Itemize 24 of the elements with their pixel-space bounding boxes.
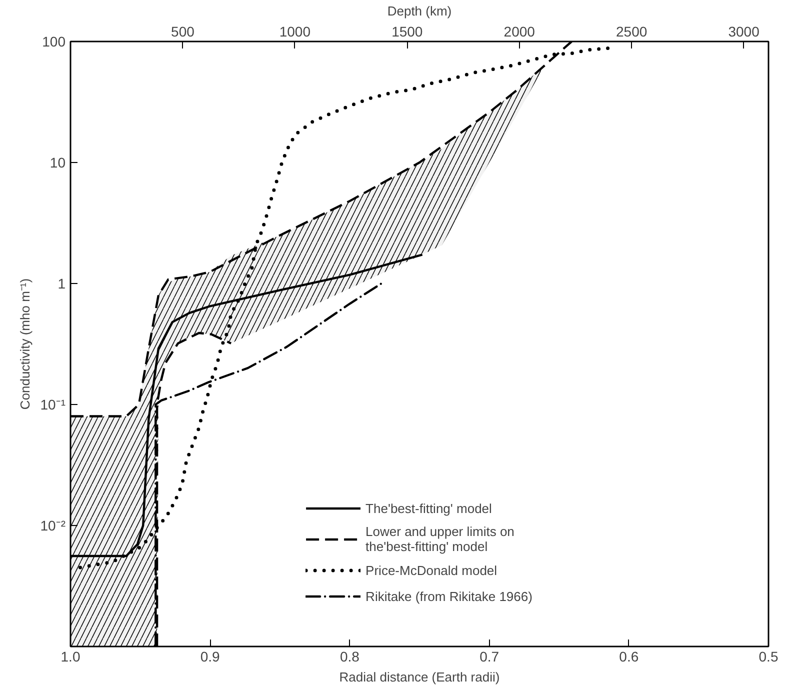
x2-tick-label: 2000	[504, 24, 536, 40]
x-tick-label: 0.7	[480, 648, 500, 664]
legend-label: Lower and upper limits on the'best-fitting' model	[366, 524, 514, 554]
x-tick-label: 1.0	[60, 648, 80, 664]
y-tick-label: 100	[42, 34, 66, 50]
x-axis-title: Radial distance (Earth radii)	[339, 670, 500, 684]
x-tick-label: 0.6	[619, 648, 639, 664]
x2-tick-label: 1500	[392, 24, 423, 40]
y-tick-label: 1	[58, 276, 66, 292]
x2-tick-label: 2500	[616, 24, 648, 40]
legend-label: The'best-fitting' model	[366, 500, 492, 516]
y-axis-title: Conductivity (mho m⁻¹)	[17, 278, 32, 410]
x2-tick-label: 3000	[728, 24, 760, 40]
y-tick-label: 10⁻²	[40, 518, 66, 534]
y-tick-label: 10	[50, 154, 66, 170]
x-tick-label: 0.9	[200, 648, 220, 664]
legend-label: Rikitake (from Rikitake 1966)	[366, 588, 532, 604]
x2-axis-title: Depth (km)	[387, 4, 452, 18]
y-tick-label: 10⁻¹	[40, 396, 66, 412]
legend-label: Price-McDonald model	[366, 562, 498, 578]
x-tick-label: 0.8	[340, 648, 360, 664]
x-tick-label: 0.5	[758, 648, 778, 664]
x2-tick-label: 500	[171, 24, 195, 40]
x2-tick-label: 1000	[279, 24, 311, 40]
